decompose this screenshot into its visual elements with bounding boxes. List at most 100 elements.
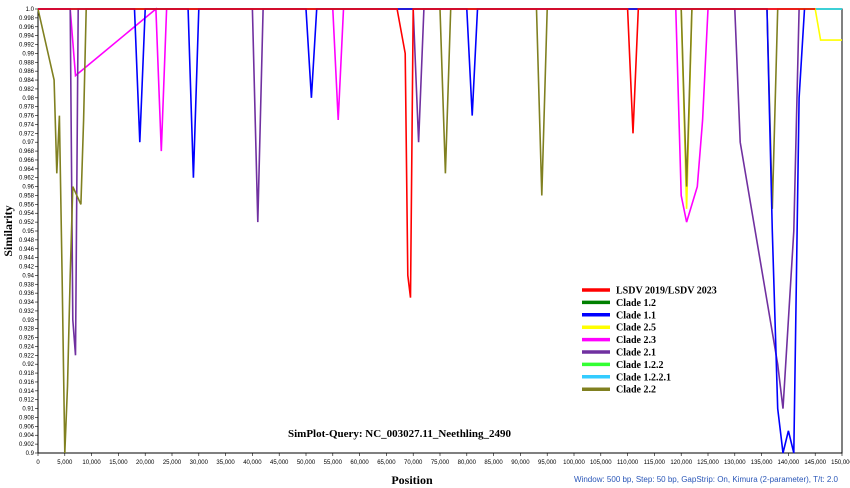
x-tick-label: 50,000 — [297, 460, 316, 466]
y-tick-label: 0.932 — [19, 309, 35, 315]
y-tick-label: 0.94 — [22, 273, 34, 279]
y-tick-label: 0.952 — [19, 220, 35, 226]
y-tick-label: 0.916 — [19, 380, 35, 386]
y-axis-ticks: 0.9 0.902 0.904 0.906 0.908 0.91 0.912 0.914 0.9… — [19, 7, 38, 457]
y-tick-label: 0.986 — [19, 69, 35, 75]
y-tick-label: 0.96 — [22, 185, 34, 191]
x-axis-ticks: 0 5,000 10,000 15,000 20,000 25,000 30,000 35,0… — [36, 453, 850, 466]
simplot-query-annotation: SimPlot-Query: NC_003027.11_Neethling_24… — [288, 428, 512, 440]
y-tick-label: 0.918 — [19, 371, 35, 377]
series-line — [38, 8, 816, 298]
x-tick-label: 25,000 — [163, 460, 182, 466]
x-tick-label: 150,000 — [831, 460, 850, 466]
series-line — [38, 7, 800, 223]
y-tick-label: 0.926 — [19, 336, 35, 342]
y-tick-label: 0.968 — [19, 149, 35, 155]
legend-entry: Clade 1.1 — [616, 310, 656, 321]
y-tick-label: 0.906 — [19, 424, 35, 430]
x-tick-label: 5,000 — [57, 460, 73, 466]
y-tick-label: 0.904 — [19, 433, 35, 439]
legend-entry: Clade 2.2 — [616, 385, 656, 396]
y-tick-label: 0.994 — [19, 34, 35, 40]
plot-area — [37, 8, 843, 454]
x-tick-label: 75,000 — [431, 460, 450, 466]
y-tick-label: 0.972 — [19, 131, 35, 137]
y-tick-label: 0.978 — [19, 105, 35, 111]
x-tick-label: 135,000 — [751, 460, 773, 466]
x-axis-label: Position — [391, 473, 433, 487]
y-tick-label: 0.962 — [19, 176, 35, 182]
x-tick-label: 115,000 — [644, 460, 666, 466]
y-tick-label: 0.954 — [19, 211, 35, 217]
y-tick-label: 0.992 — [19, 43, 35, 49]
y-tick-label: 0.902 — [19, 442, 35, 448]
y-tick-label: 0.99 — [22, 51, 34, 57]
y-tick-label: 0.958 — [19, 193, 35, 199]
y-tick-label: 0.91 — [22, 407, 34, 413]
y-tick-label: 0.948 — [19, 238, 35, 244]
y-tick-label: 0.922 — [19, 353, 35, 359]
y-tick-label: 0.9 — [26, 451, 35, 457]
y-tick-label: 0.988 — [19, 60, 35, 66]
y-tick-label: 0.944 — [19, 256, 35, 262]
legend-entry: Clade 1.2.2.1 — [616, 372, 671, 383]
y-tick-label: 0.98 — [22, 96, 34, 102]
x-tick-label: 60,000 — [350, 460, 369, 466]
y-tick-label: 1.0 — [26, 7, 35, 13]
x-tick-label: 85,000 — [484, 460, 503, 466]
x-tick-label: 90,000 — [511, 460, 530, 466]
y-tick-label: 0.966 — [19, 158, 35, 164]
y-tick-label: 0.934 — [19, 300, 35, 306]
y-tick-label: 0.938 — [19, 282, 35, 288]
x-tick-label: 125,000 — [697, 460, 719, 466]
y-tick-label: 0.946 — [19, 247, 35, 253]
x-tick-label: 80,000 — [458, 460, 477, 466]
legend-entry: Clade 2.1 — [616, 348, 656, 359]
y-tick-label: 0.974 — [19, 122, 35, 128]
x-tick-label: 130,000 — [724, 460, 746, 466]
y-tick-label: 0.928 — [19, 327, 35, 333]
y-tick-label: 0.95 — [22, 229, 34, 235]
x-tick-label: 30,000 — [190, 460, 209, 466]
y-axis-label: Similarity — [1, 205, 15, 256]
y-tick-label: 0.908 — [19, 415, 35, 421]
y-tick-label: 0.942 — [19, 265, 35, 271]
x-tick-label: 20,000 — [136, 460, 155, 466]
y-tick-label: 0.912 — [19, 398, 35, 404]
y-tick-label: 0.984 — [19, 78, 35, 84]
y-tick-label: 0.976 — [19, 114, 35, 120]
x-tick-label: 10,000 — [82, 460, 101, 466]
y-tick-label: 0.97 — [22, 140, 34, 146]
x-tick-label: 55,000 — [324, 460, 343, 466]
x-tick-label: 100,000 — [563, 460, 585, 466]
y-tick-label: 0.982 — [19, 87, 35, 93]
x-tick-label: 145,000 — [804, 460, 826, 466]
x-tick-label: 35,000 — [216, 460, 235, 466]
y-tick-label: 0.936 — [19, 291, 35, 297]
y-tick-label: 0.93 — [22, 318, 34, 324]
footer-params: Window: 500 bp, Step: 50 bp, GapStrip: O… — [574, 475, 838, 484]
x-tick-label: 120,000 — [670, 460, 692, 466]
x-tick-label: 15,000 — [109, 460, 128, 466]
y-tick-label: 0.956 — [19, 202, 35, 208]
series-layer — [37, 7, 842, 454]
x-tick-label: 95,000 — [538, 460, 557, 466]
x-tick-label: 105,000 — [590, 460, 612, 466]
legend-entry: Clade 2.3 — [616, 335, 656, 346]
x-tick-label: 140,000 — [778, 460, 800, 466]
y-tick-label: 0.914 — [19, 389, 35, 395]
y-tick-label: 0.998 — [19, 16, 35, 22]
legend-entry: Clade 1.2.2 — [616, 360, 664, 371]
x-tick-label: 65,000 — [377, 460, 396, 466]
legend-entry: Clade 2.5 — [616, 323, 656, 334]
x-tick-label: 110,000 — [617, 460, 639, 466]
series-line — [38, 8, 800, 409]
x-tick-label: 40,000 — [243, 460, 262, 466]
y-tick-label: 0.964 — [19, 167, 35, 173]
x-tick-label: 45,000 — [270, 460, 289, 466]
x-tick-label: 70,000 — [404, 460, 423, 466]
y-tick-label: 0.924 — [19, 344, 35, 350]
x-tick-label: 0 — [36, 460, 40, 466]
